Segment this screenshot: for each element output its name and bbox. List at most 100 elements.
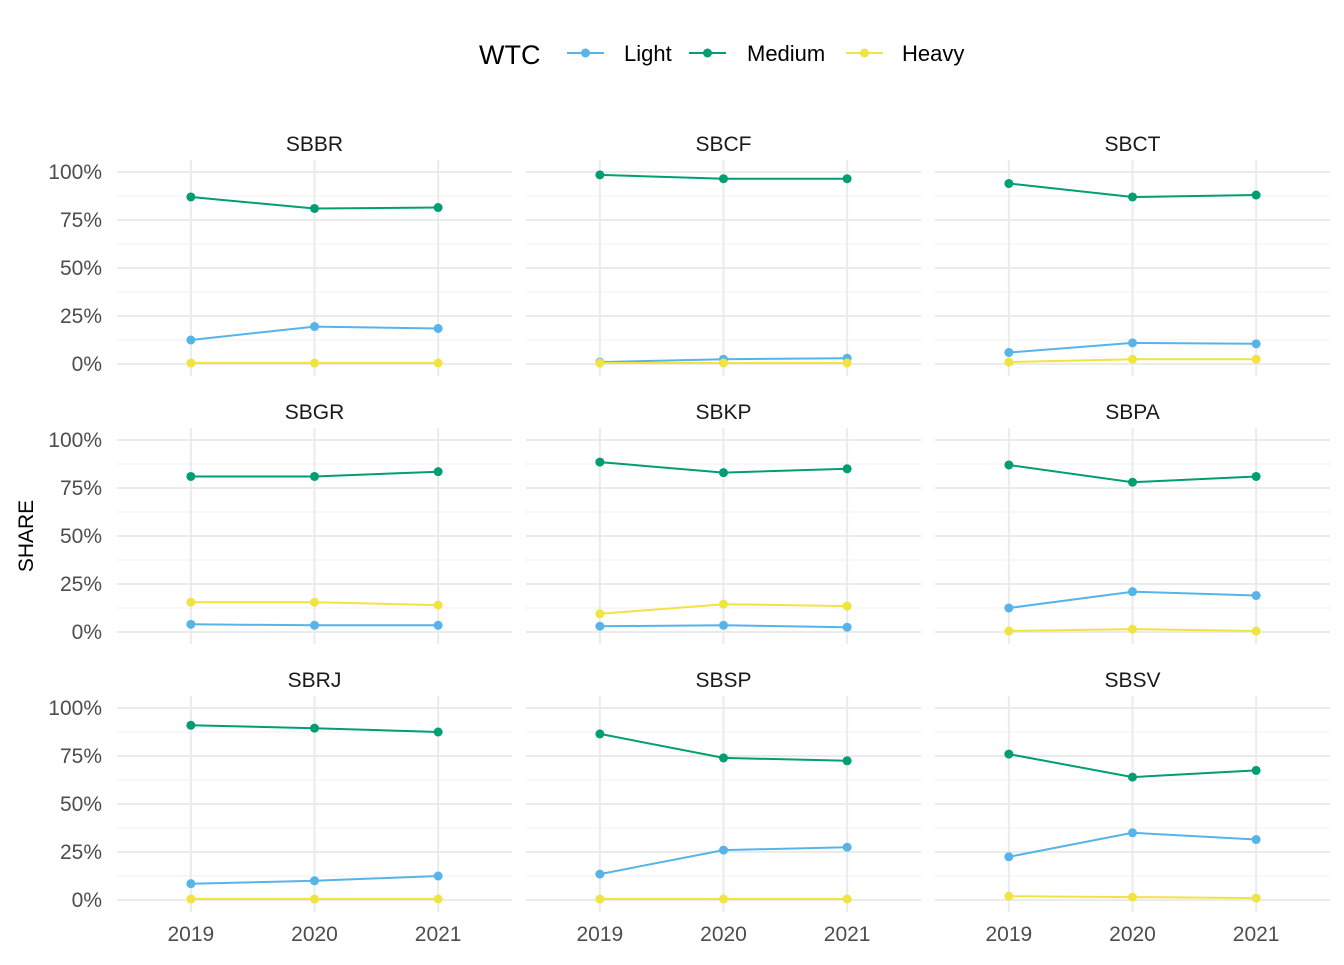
y-tick-label: 50% [60, 525, 102, 548]
panel-title: SBSV [1104, 669, 1160, 692]
data-point-medium [1004, 749, 1014, 759]
data-point-medium [310, 471, 319, 481]
series-medium [1004, 179, 1261, 202]
data-point-light [842, 842, 852, 852]
series-medium [1004, 460, 1261, 487]
data-point-light [310, 620, 319, 630]
data-point-medium [719, 753, 728, 763]
data-point-medium [1004, 460, 1014, 470]
data-point-medium [595, 457, 605, 467]
data-point-heavy [186, 358, 196, 368]
data-point-light [433, 871, 443, 881]
data-point-medium [310, 723, 319, 733]
series-heavy [1004, 624, 1261, 636]
data-point-heavy [719, 599, 728, 609]
series-light [595, 620, 852, 632]
data-point-heavy [310, 894, 319, 904]
panel-title: SBKP [695, 401, 751, 424]
legend-key-light [567, 48, 604, 58]
data-point-heavy [186, 597, 196, 607]
data-point-heavy [186, 894, 196, 904]
data-point-light [1004, 603, 1014, 613]
legend-key-point [703, 48, 712, 58]
legend-key-point [581, 48, 590, 58]
panel-sbsp: SBSP 2019 2020 2021 [526, 669, 921, 946]
data-point-light [433, 323, 443, 333]
series-heavy [595, 599, 852, 619]
data-point-medium [595, 729, 605, 739]
series-light [595, 842, 852, 879]
data-point-light [1004, 852, 1014, 862]
y-tick-label: 0% [72, 621, 102, 644]
data-point-light [1004, 347, 1014, 357]
data-point-medium [1251, 765, 1261, 775]
data-point-heavy [310, 358, 319, 368]
legend-key-heavy [846, 48, 883, 58]
data-point-medium [186, 720, 196, 730]
data-point-heavy [310, 597, 319, 607]
data-point-light [719, 845, 728, 855]
data-point-heavy [1004, 357, 1014, 367]
x-tick-label: 2020 [291, 923, 338, 946]
x-tick-label: 2019 [986, 923, 1033, 946]
panel-sbct: SBCT [935, 133, 1330, 376]
data-point-heavy [842, 358, 852, 368]
data-point-medium [1128, 477, 1137, 487]
x-tick-label: 2021 [824, 923, 871, 946]
y-tick-label: 75% [60, 745, 102, 768]
series-light [186, 871, 443, 889]
panel-sbcf: SBCF [526, 133, 921, 376]
data-point-light [719, 620, 728, 630]
panel-title: SBGR [285, 401, 345, 424]
series-heavy [1004, 891, 1261, 903]
data-point-heavy [1128, 892, 1137, 902]
series-heavy [595, 358, 852, 368]
data-point-heavy [595, 894, 605, 904]
data-point-medium [186, 192, 196, 202]
series-light [186, 322, 443, 345]
panel-sbbr: SBBR 0% 25% 50% 75% 100% [48, 133, 512, 376]
data-point-light [1251, 591, 1261, 601]
y-tick-label: 75% [60, 477, 102, 500]
data-point-light [1128, 828, 1137, 838]
data-point-light [1251, 835, 1261, 845]
panel-title: SBCF [695, 133, 751, 156]
panel-sbrj: SBRJ 0% 25% 50% 75% 100% 2019 2020 2021 [48, 669, 512, 946]
data-point-light [186, 879, 196, 889]
data-point-heavy [595, 358, 605, 368]
series-heavy [186, 894, 443, 904]
x-tick-label: 2021 [415, 923, 462, 946]
series-medium [595, 729, 852, 766]
data-point-medium [1128, 772, 1137, 782]
data-point-light [186, 619, 196, 629]
data-point-heavy [719, 894, 728, 904]
data-point-heavy [1128, 354, 1137, 364]
series-medium [595, 170, 852, 184]
legend-label-medium: Medium [747, 41, 825, 66]
legend-label-light: Light [624, 41, 672, 66]
data-point-medium [719, 468, 728, 478]
y-tick-label: 0% [72, 889, 102, 912]
data-point-medium [842, 464, 852, 474]
data-point-light [310, 322, 319, 332]
series-medium [186, 192, 443, 213]
panel-title: SBRJ [288, 669, 342, 692]
y-tick-label: 0% [72, 353, 102, 376]
data-point-light [310, 876, 319, 886]
data-point-medium [842, 174, 852, 184]
series-heavy [186, 358, 443, 368]
y-tick-label: 25% [60, 305, 102, 328]
data-point-heavy [842, 894, 852, 904]
panel-sbkp: SBKP [526, 401, 921, 644]
data-point-medium [1251, 471, 1261, 481]
series-light [186, 619, 443, 630]
data-point-medium [1251, 190, 1261, 200]
data-point-heavy [719, 358, 728, 368]
data-point-medium [433, 203, 443, 213]
legend-title: WTC [479, 40, 540, 70]
data-point-heavy [1004, 891, 1014, 901]
y-tick-label: 50% [60, 793, 102, 816]
data-point-medium [719, 174, 728, 184]
